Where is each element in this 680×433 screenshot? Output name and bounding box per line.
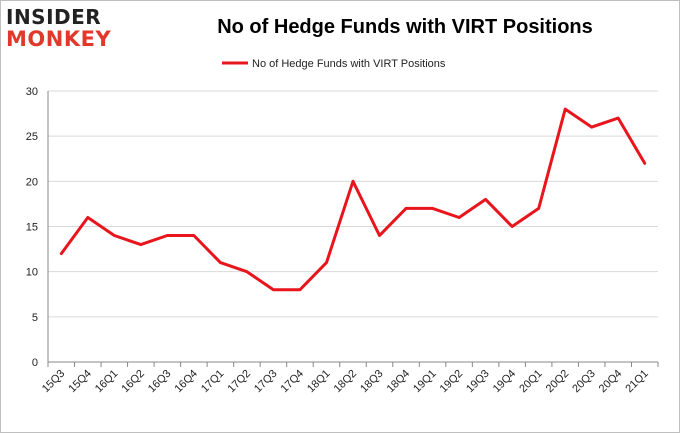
x-tick-label: 16Q1 — [93, 368, 121, 396]
legend: No of Hedge Funds with VIRT Positions — [222, 58, 446, 70]
gridlines — [48, 90, 658, 318]
x-tick-label: 15Q3 — [40, 368, 68, 396]
legend-label: No of Hedge Funds with VIRT Positions — [252, 58, 446, 70]
y-tick-label: 5 — [32, 312, 38, 324]
chart-title: No of Hedge Funds with VIRT Positions — [217, 16, 593, 38]
y-tick-labels: 0 5 10 15 20 25 30 — [26, 86, 38, 369]
x-tick-label: 16Q4 — [172, 368, 200, 396]
x-tick-label: 17Q1 — [199, 368, 227, 396]
x-tick-label: 20Q4 — [597, 368, 625, 396]
y-tick-label: 30 — [26, 86, 38, 98]
series-lines — [59, 107, 647, 292]
x-tick-label: 17Q3 — [252, 368, 280, 396]
x-tick-label: 20Q3 — [570, 368, 598, 396]
x-tick-label: 19Q4 — [491, 368, 519, 396]
x-tick-label: 18Q1 — [305, 368, 333, 396]
x-tick-label: 15Q4 — [66, 368, 94, 396]
x-tick-label: 16Q2 — [119, 368, 147, 396]
x-tick-label: 18Q2 — [332, 368, 360, 396]
x-tick-label: 17Q4 — [279, 368, 307, 396]
series-line — [59, 107, 647, 292]
y-tick-label: 10 — [26, 267, 38, 279]
logo-line-1: INSIDER — [6, 5, 102, 29]
y-tick-label: 0 — [32, 357, 38, 369]
y-tick-label: 20 — [26, 176, 38, 188]
x-tick-label: 20Q2 — [544, 368, 572, 396]
y-tick-label: 25 — [26, 131, 38, 143]
x-tick-label: 20Q1 — [517, 368, 545, 396]
x-tick-label: 21Q1 — [623, 368, 651, 396]
logo-line-2: MONKEY — [6, 27, 112, 51]
x-tick-labels: 15Q315Q416Q116Q216Q316Q417Q117Q217Q317Q4… — [40, 368, 651, 396]
y-tick-label: 15 — [26, 222, 38, 234]
x-tick-label: 17Q2 — [226, 368, 254, 396]
x-tick-label: 19Q3 — [464, 368, 492, 396]
x-tick-label: 19Q1 — [411, 368, 439, 396]
insider-monkey-logo: INSIDER MONKEY — [6, 6, 128, 54]
x-tick-label: 18Q4 — [385, 368, 413, 396]
x-tick-label: 19Q2 — [438, 368, 466, 396]
x-tick-label: 18Q3 — [358, 368, 386, 396]
x-tick-label: 16Q3 — [146, 368, 174, 396]
axes — [47, 91, 659, 367]
